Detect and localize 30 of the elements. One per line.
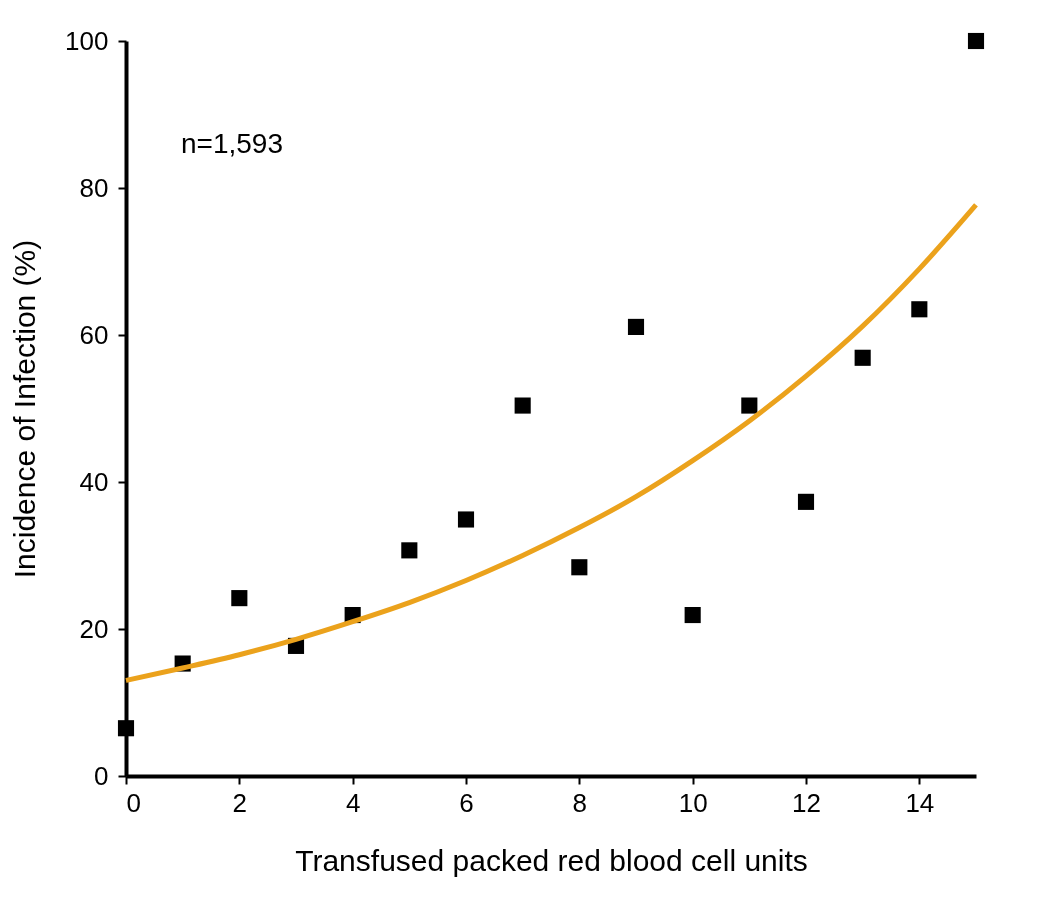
point [854,349,871,366]
point [911,301,928,318]
point [741,397,758,414]
point [117,720,135,737]
x-tick-label: 4 [345,787,361,818]
y-tick-label: 40 [79,466,109,497]
point [967,32,985,50]
point [457,511,475,528]
point [514,397,531,414]
y-tick-label: 60 [79,319,109,350]
y-tick-label: 100 [65,25,109,56]
x-axis-title: Transfused packed red blood cell units [295,843,808,877]
point [401,542,418,559]
point [231,590,248,607]
point [571,559,588,576]
x-tick-label: 14 [905,787,935,818]
x-tick-label: 2 [232,787,248,818]
point [797,493,815,510]
y-tick-label: 0 [94,760,109,791]
x-tick-label: 10 [678,787,708,818]
x-tick-label: 6 [459,787,474,818]
annotation: n=1,593 [181,128,283,159]
point [627,318,645,335]
point [684,606,701,624]
x-tick-label: 12 [792,787,821,818]
x-tick-label: 8 [572,787,588,818]
y-axis-title: Incidence of Infection (%) [8,239,42,579]
y-tick-label: 20 [79,613,109,644]
y-tick-label: 80 [79,172,109,203]
x-tick-label: 0 [126,787,141,818]
